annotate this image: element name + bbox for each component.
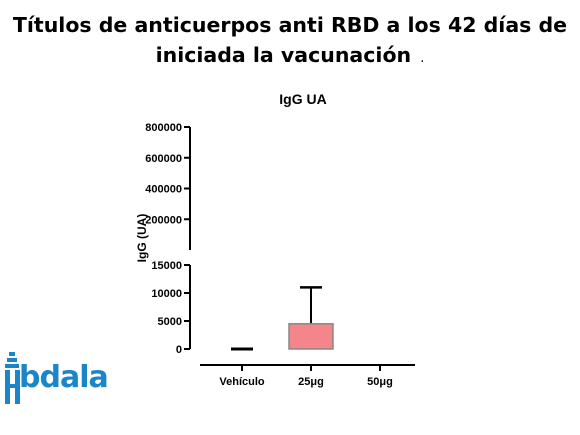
- y-tick-label-lower: 15000: [151, 260, 182, 272]
- abdala-logo-text: bdala: [19, 360, 109, 395]
- slide-title-suffix: .: [420, 51, 425, 66]
- slide-title: Títulos de anticuerpos anti RBD a los 42…: [0, 10, 580, 74]
- y-tick-label-upper: 200000: [145, 214, 182, 226]
- x-tick-label: 50μg: [367, 376, 393, 388]
- y-tick-label-lower: 10000: [151, 288, 182, 300]
- y-tick-label-upper: 600000: [145, 153, 182, 165]
- x-tick-label: 25μg: [298, 376, 324, 388]
- chart-title: IgG UA: [279, 91, 326, 107]
- y-tick-label-upper: 800000: [145, 122, 182, 134]
- slide-title-line2-text: iniciada la vacunación: [155, 43, 412, 67]
- y-tick-label-lower: 0: [176, 344, 182, 356]
- x-tick-label: Vehículo: [219, 376, 265, 388]
- y-tick-label-upper: 400000: [145, 184, 182, 196]
- bar: [288, 323, 334, 350]
- abdala-logo: bdala: [5, 348, 109, 408]
- slide-title-line2: iniciada la vacunación .: [0, 40, 580, 74]
- abdala-logo-mark: [5, 352, 20, 404]
- y-tick-label-lower: 5000: [158, 316, 182, 328]
- y-axis-label: IgG (UA): [135, 214, 149, 263]
- slide-title-line1: Títulos de anticuerpos anti RBD a los 42…: [12, 13, 568, 37]
